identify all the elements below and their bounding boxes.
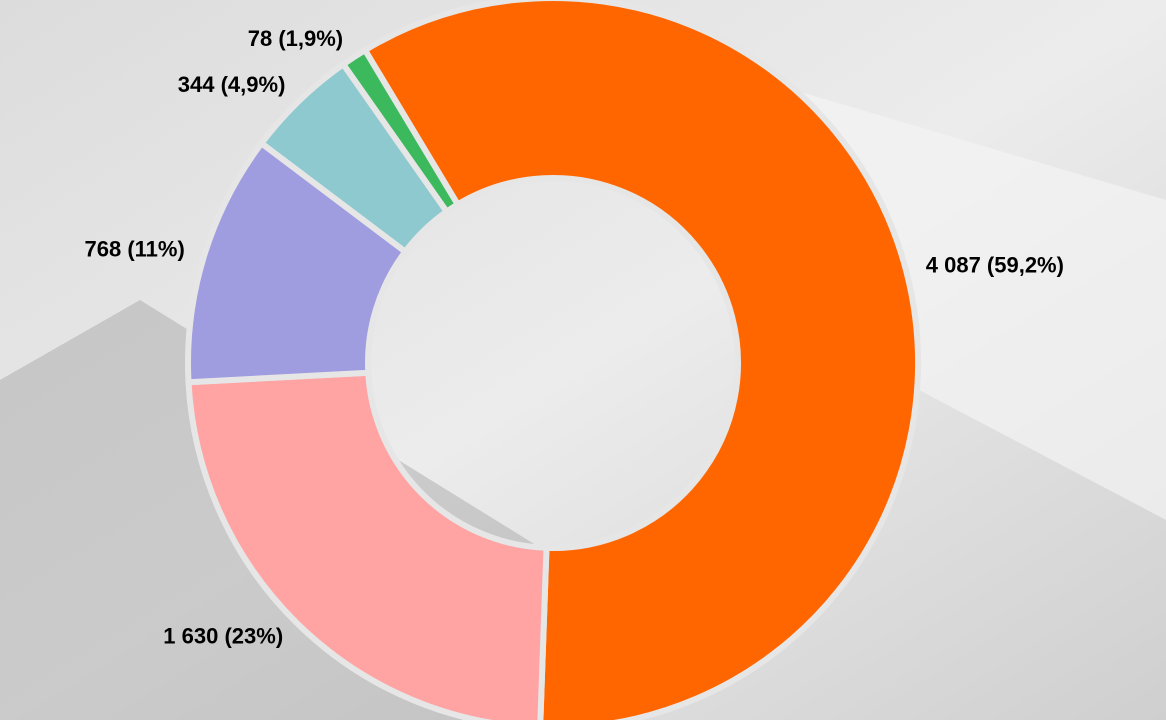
data-label: 1 630 (23%) bbox=[163, 623, 283, 648]
data-label: 78 (1,9%) bbox=[248, 26, 343, 51]
donut-slice bbox=[185, 139, 410, 386]
plot: 4 087 (59,2%) 1 630 (23%) 768 (11%) 344 (4,… bbox=[85, 0, 1064, 720]
data-label: 344 (4,9%) bbox=[178, 72, 286, 97]
donut-slice bbox=[360, 0, 921, 720]
data-label: 768 (11%) bbox=[85, 236, 185, 261]
donut-slice bbox=[185, 369, 550, 720]
data-label: 4 087 (59,2%) bbox=[926, 252, 1064, 277]
donut-slice bbox=[339, 46, 462, 216]
